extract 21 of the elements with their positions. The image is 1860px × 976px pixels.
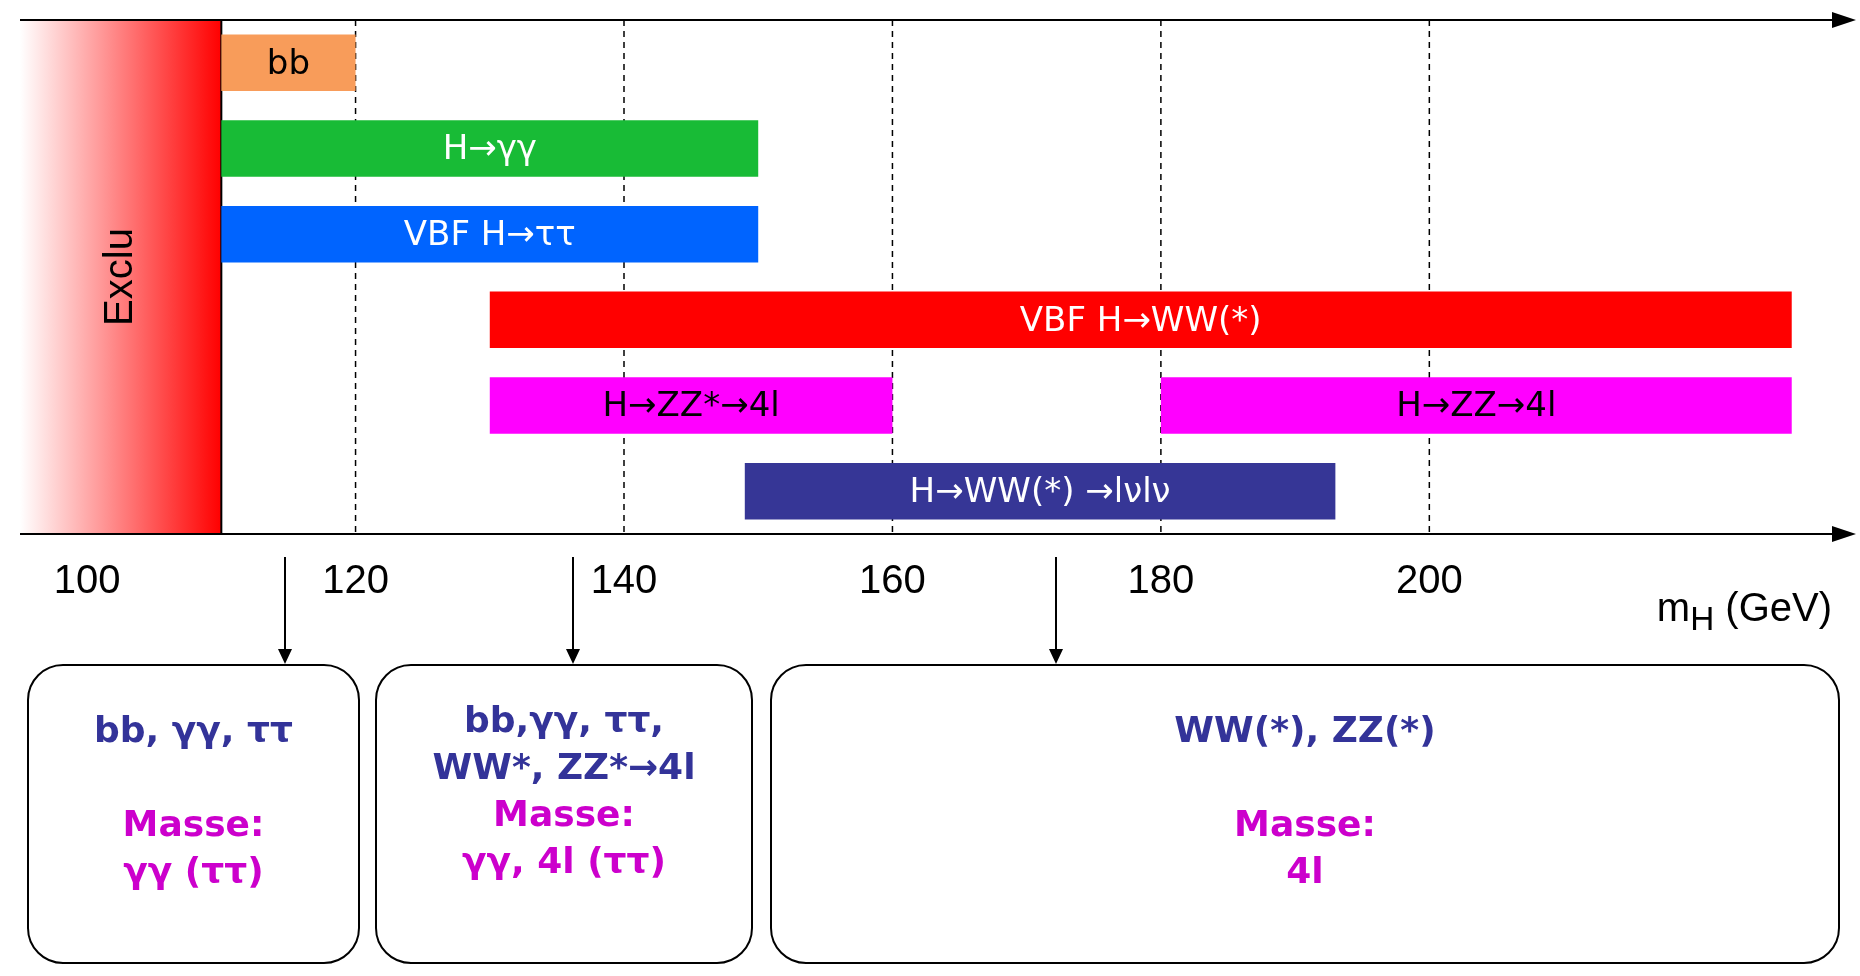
x-tick-label: 140 [590,557,658,602]
series-label: H→γγ [442,127,537,168]
series-label: bb [266,41,311,82]
x-tick-label: 100 [53,557,121,602]
series-label: H→ZZ→4l [1396,384,1557,425]
text: bb,γγ, ττ, WW*, ZZ*→4l [431,698,697,789]
series-label: H→ZZ*→4l [602,384,780,425]
x-tick-label: 180 [1127,557,1195,602]
text: bb, γγ, ττ [93,708,294,752]
text: WW(*), ZZ(*) [1173,708,1437,752]
text: Masse: γγ (ττ) [121,802,266,893]
band-label: Exclu [95,228,140,326]
text: Masse: 4l [1233,802,1377,893]
x-tick-label: 200 [1395,557,1463,602]
x-tick-label: 120 [322,557,389,602]
text: Masse: γγ, 4l (ττ) [461,792,667,883]
x-tick-label: 160 [859,557,926,602]
x-axis-title: m$_{H}$ (GeV) [1656,585,1832,638]
series-label: VBF H→WW(*) [1019,298,1262,339]
series-label: VBF H→ττ [403,212,576,253]
series-label: H→WW(*) →lνlν [909,469,1171,510]
